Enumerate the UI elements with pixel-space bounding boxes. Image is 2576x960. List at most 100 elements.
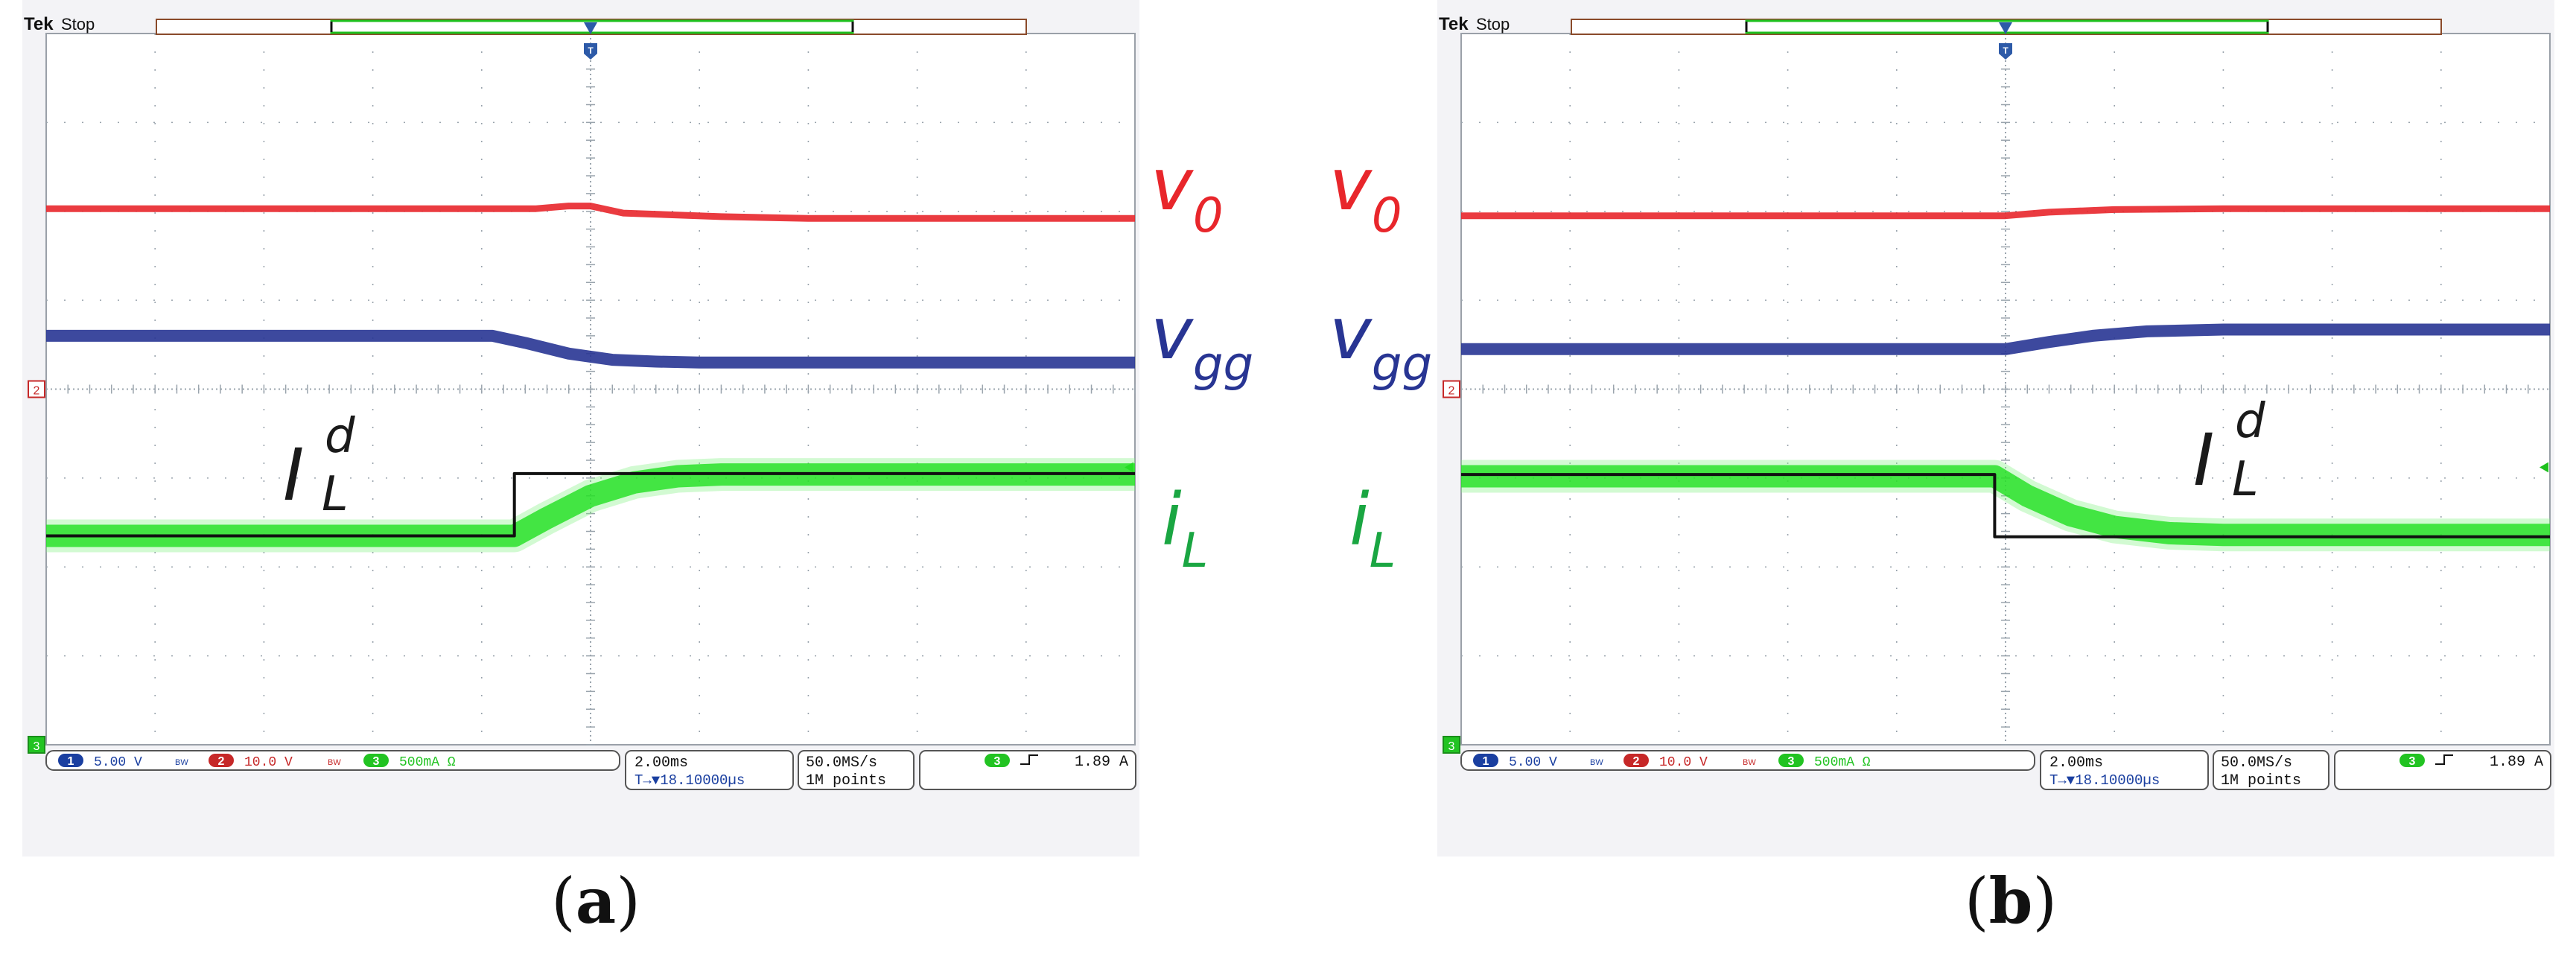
trace-v0-a [46,203,1135,222]
label-ild-a: I d L [283,413,355,518]
ch3-level-marker-b [1443,736,1460,754]
label-il-b-main: i [1349,478,1370,562]
ch2-scale-a: 10.0 V [244,755,293,770]
label-ild-a-sub: L [322,467,349,522]
ch1-badge-num-a: 1 [68,755,74,768]
ch2-badge-a [209,754,234,767]
header-tek-b: Tek [1439,14,1469,34]
label-il-b: iL [1349,484,1396,575]
label-vgg-a: vgg [1151,298,1253,389]
record-length-b: 1M points [2221,772,2301,789]
ch3-scale-b: 500mA Ω [1814,755,1871,770]
trigger-pos-marker-a [584,22,597,34]
trace-il-b [1461,465,2550,547]
label-v0-a: v0 [1151,149,1224,240]
ch2-badge-b [1623,754,1649,767]
trigger-level-b: 1.89 A [2490,754,2543,771]
header-tek-a: Tek [24,14,54,34]
trigger-marker-a [584,43,597,60]
label-v0-b-sub: 0 [1371,188,1402,244]
ch3-scale-a: 500mA Ω [399,755,456,770]
ch1-badge-b [1473,754,1498,767]
status-timebase-a [625,750,794,790]
caption-b: (b) [1964,864,2058,938]
status-acquisition-b [2213,750,2329,790]
trace-il-d-a [46,471,1135,538]
caption-b-letter: b [1988,864,2033,938]
ch2-level-marker-a [28,380,45,398]
timebase-value-a: 2.00ms [635,754,688,772]
scope-screen-a: Tek Stop T 2 3 1 5.00 V 2 10.0 V 3 500mA Ω BW BW 2.00… [22,0,1139,856]
ch3-badge-num-b: 3 [1788,755,1795,768]
label-ild-a-main: I [283,433,305,517]
ch2-badge-num-a: 2 [218,755,225,768]
label-vgg-a-sub: gg [1192,337,1254,392]
timebase-value-b: 2.00ms [2049,754,2103,772]
ch1-badge-a [58,754,83,767]
trigger-ch-badge-a [985,754,1010,767]
label-ild-a-sup: d [325,409,355,464]
ch3-badge-a [363,754,389,767]
status-channels-a [45,750,620,771]
trigger-position-a: T→▼18.10000µs [635,772,745,789]
status-trigger-a [919,750,1136,790]
ch2-badge-num-b: 2 [1633,755,1640,768]
ch1-scale-b: 5.00 V [1509,755,1557,770]
ch3-level-label-b: 3 [1448,740,1455,753]
header-stop-b: Stop [1476,15,1510,34]
caption-a: (a) [551,864,640,938]
label-il-b-sub: L [1369,524,1396,579]
label-vgg-b-main: v [1329,292,1372,375]
trigger-ch-num-a: 3 [994,755,1001,768]
label-il-a-sub: L [1181,524,1209,579]
trigger-level-arrow-b [2540,462,2548,473]
ch3-badge-num-a: 3 [373,755,380,768]
label-vgg-b-sub: gg [1371,337,1433,392]
trace-vgg-a [46,329,1135,369]
trigger-marker-label-a: T [588,45,594,56]
scope-panel-b: Tek Stop T 2 3 1 5.00 V 2 10.0 V 3 500mA Ω BW BW 2.00… [1329,0,2576,960]
ch1-coupling-b: BW [1590,758,1603,767]
trigger-ch-num-b: 3 [2409,755,2416,768]
scope-panel-a: Tek Stop T 2 3 1 5.00 V 2 10.0 V 3 500mA Ω BW BW 2.00… [22,0,1253,960]
caption-a-letter: a [575,864,617,938]
ch2-level-label-a: 2 [34,385,40,398]
ch3-level-marker-a [28,736,45,754]
trigger-ch-badge-b [2400,754,2425,767]
sample-rate-a: 50.0MS/s [806,754,877,772]
label-v0-b-main: v [1329,143,1372,226]
label-vgg-a-main: v [1151,292,1193,375]
trigger-marker-label-b: T [2003,45,2009,56]
trigger-level-a: 1.89 A [1075,754,1128,771]
ch2-coupling-b: BW [1743,758,1756,767]
label-ild-b: I d L [2193,398,2265,503]
sample-rate-b: 50.0MS/s [2221,754,2292,772]
ch3-badge-b [1778,754,1804,767]
label-v0-b: v0 [1329,149,1402,240]
label-ild-b-main: I [2193,419,2215,502]
label-v0-a-sub: 0 [1192,188,1224,244]
trace-vgg-b [1461,323,2550,355]
label-il-a: iL [1162,484,1208,575]
label-v0-a-main: v [1151,143,1193,226]
trigger-slope-icon-a [1020,754,1038,765]
trigger-slope-icon-b [2435,754,2453,765]
trace-il-d-b [1461,473,2550,538]
status-trigger-b [2334,750,2551,790]
ch2-level-label-b: 2 [1448,385,1455,398]
ch3-level-label-a: 3 [34,740,40,753]
status-channels-b [1460,750,2035,771]
ch1-scale-a: 5.00 V [94,755,142,770]
ch1-badge-num-b: 1 [1483,755,1489,768]
status-acquisition-a [798,750,915,790]
trigger-position-b: T→▼18.10000µs [2049,772,2160,789]
trigger-pos-marker-b [1999,22,2012,34]
ch2-level-marker-b [1443,380,1460,398]
label-ild-b-sub: L [2232,452,2259,507]
trace-v0-b [1461,205,2550,220]
label-il-a-main: i [1162,478,1182,562]
label-ild-b-sup: d [2235,394,2265,449]
ch2-scale-b: 10.0 V [1659,755,1708,770]
trigger-marker-b [1999,43,2012,60]
label-vgg-b: vgg [1329,298,1432,389]
